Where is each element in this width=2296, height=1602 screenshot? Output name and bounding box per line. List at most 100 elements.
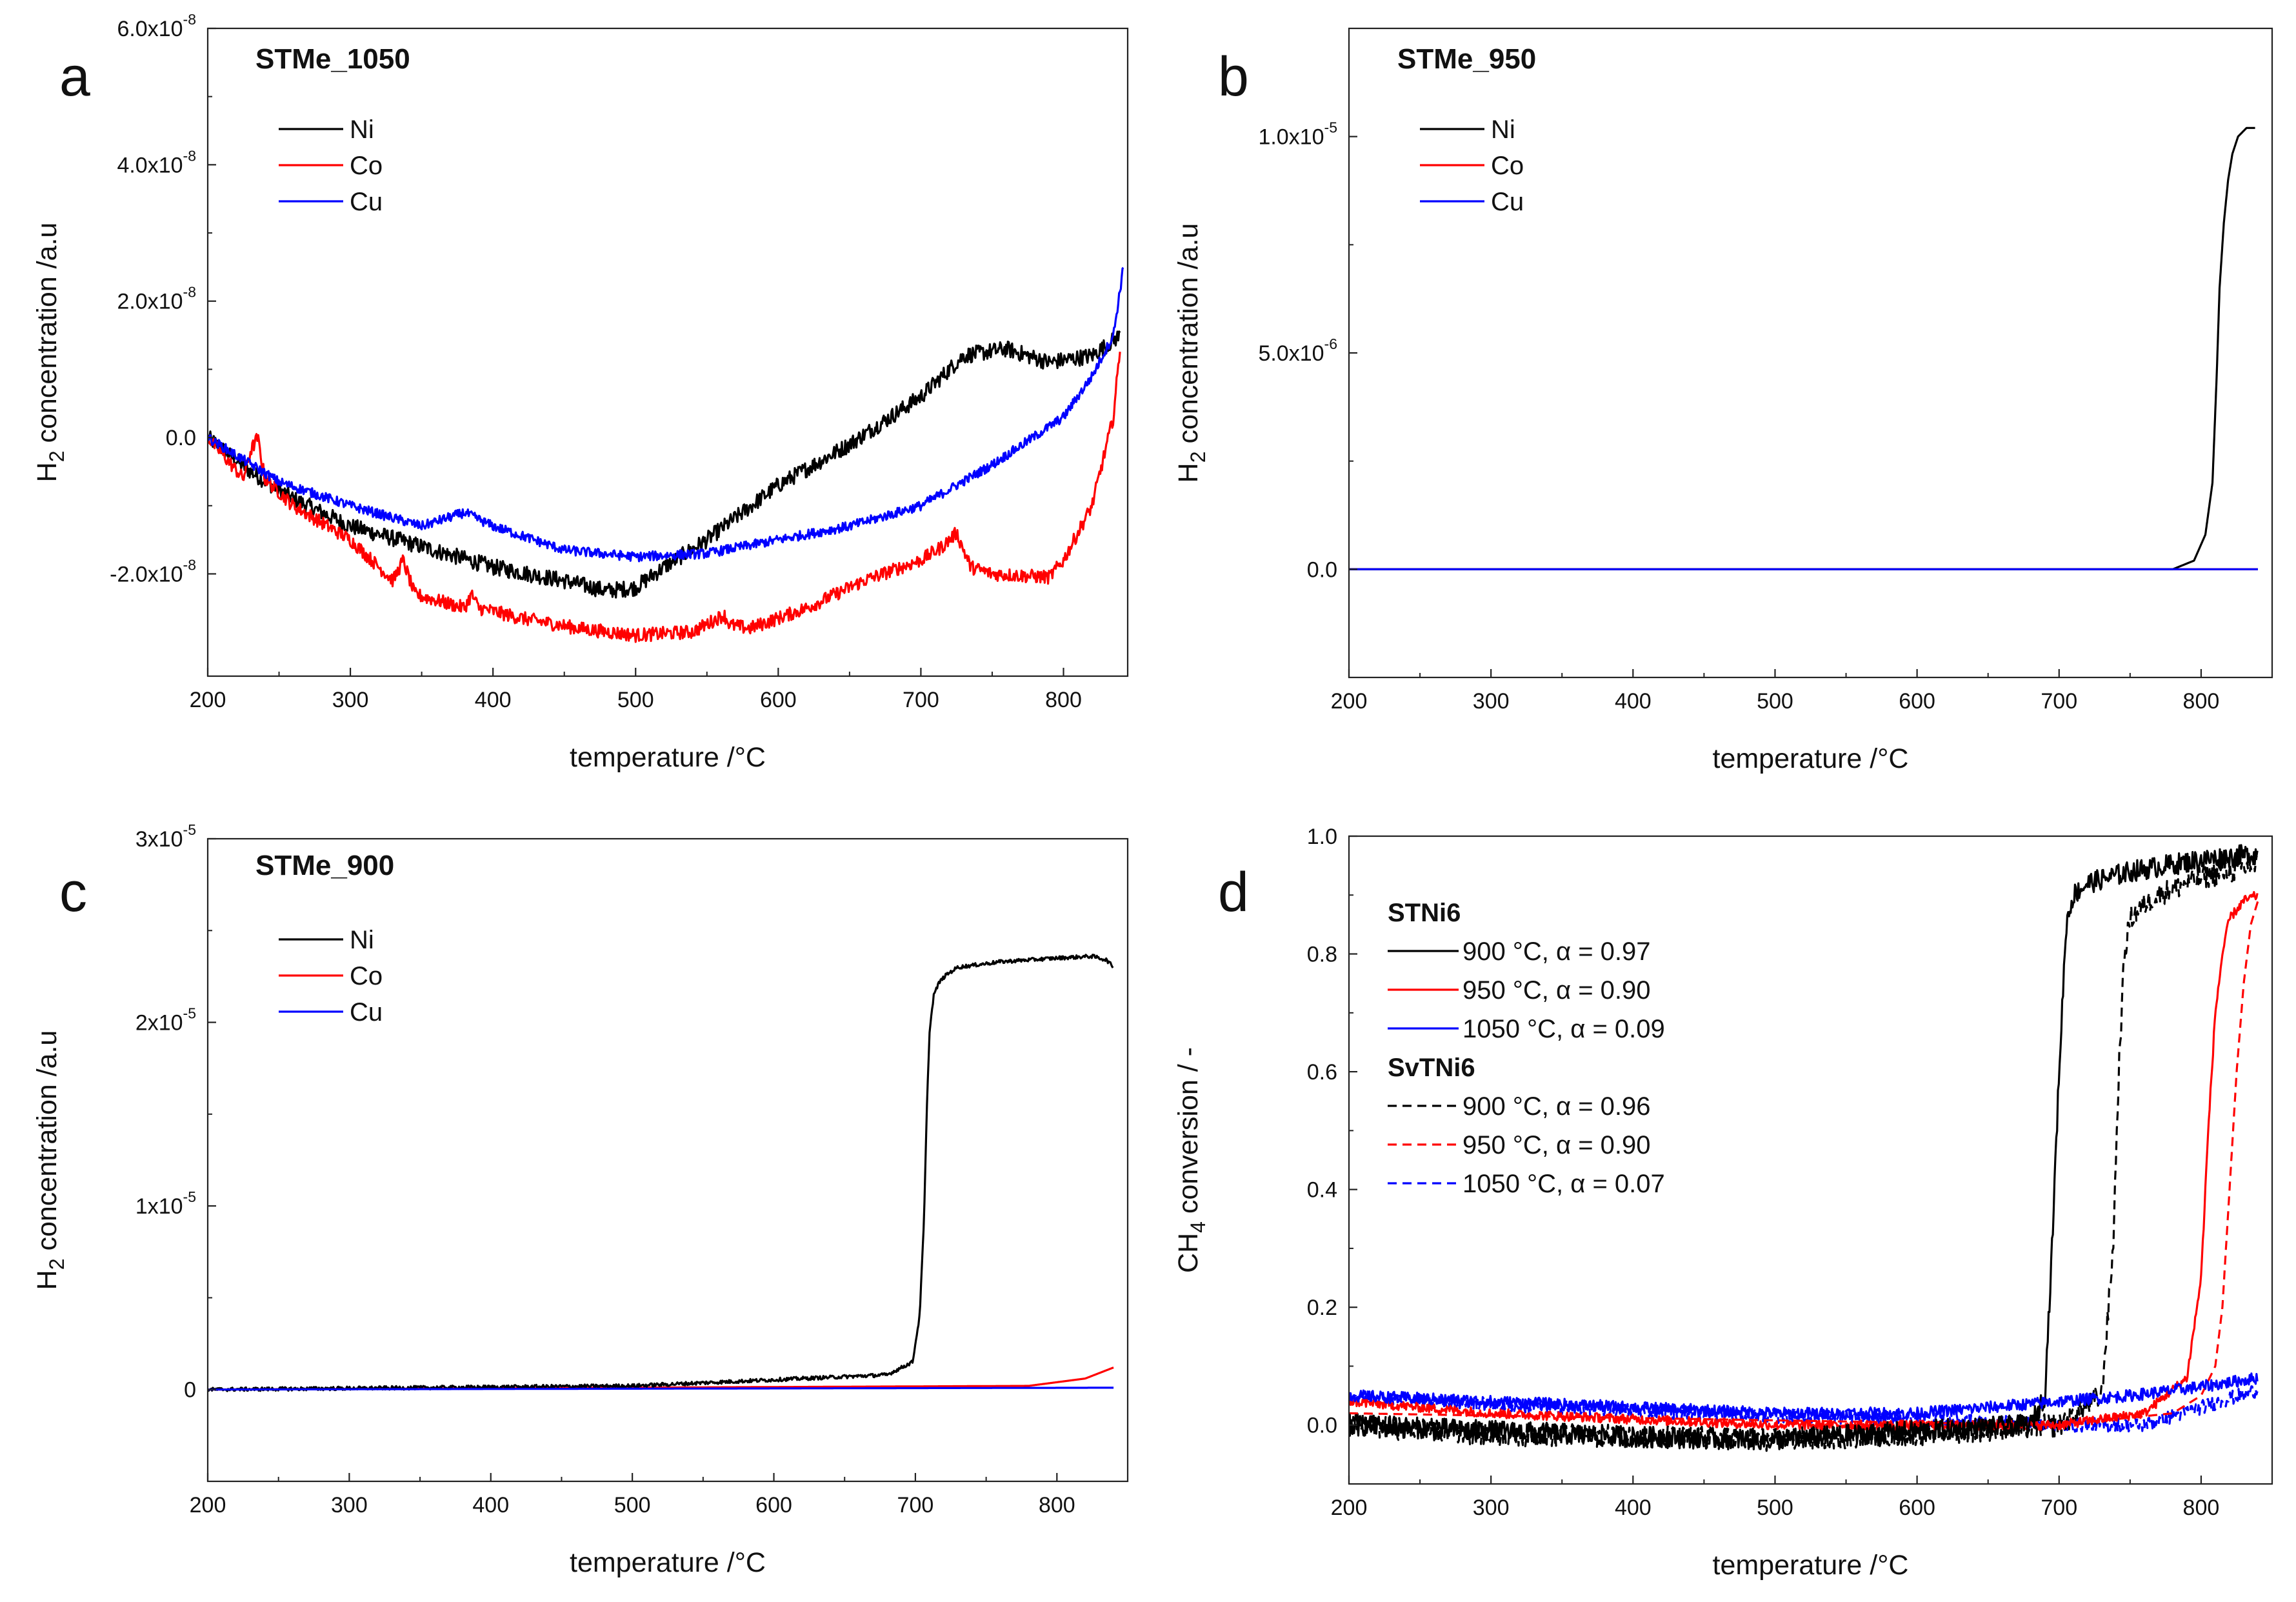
- series-line: [208, 330, 1121, 599]
- legend-label: 950 °C, α = 0.90: [1462, 1131, 1651, 1159]
- y-tick-label: -2.0x10-8: [110, 556, 196, 586]
- y-tick-label: 3x10-5: [135, 821, 196, 852]
- y-axis-label: H2 concentration /a.u: [32, 1030, 68, 1290]
- legend-heading: SvTNi6: [1388, 1054, 1475, 1082]
- series-line: [1349, 126, 2256, 570]
- legend-label: Ni: [350, 115, 374, 144]
- y-tick-label: 1.0x10-5: [1258, 119, 1337, 150]
- x-tick-label: 500: [617, 688, 654, 712]
- legend-label: 1050 °C, α = 0.07: [1462, 1170, 1665, 1198]
- x-tick-label: 700: [2041, 1496, 2077, 1520]
- y-tick-label: 4.0x10-8: [117, 147, 196, 177]
- plot-frame: [1348, 835, 2273, 1485]
- plot-frame: [1348, 27, 2273, 679]
- panel-letter: a: [59, 46, 90, 108]
- x-tick-label: 600: [1899, 1496, 1935, 1520]
- x-tick-label: 700: [903, 688, 939, 712]
- x-axis-label: temperature /°C: [1713, 743, 1909, 774]
- x-tick-label: 200: [190, 688, 226, 712]
- y-tick-label: 0.8: [1307, 943, 1337, 967]
- series-line: [1349, 856, 2258, 1452]
- x-tick-label: 800: [2183, 689, 2220, 714]
- legend-label: Cu: [350, 998, 383, 1026]
- plot-frame: [206, 837, 1129, 1483]
- series-line: [208, 352, 1121, 643]
- y-tick-label: 2x10-5: [135, 1005, 196, 1036]
- x-tick-label: 800: [1039, 1493, 1075, 1517]
- x-axis-label: temperature /°C: [570, 742, 766, 773]
- y-tick-label: 0.4: [1307, 1178, 1337, 1203]
- series-line: [1349, 844, 2259, 1450]
- x-tick-label: 200: [190, 1493, 226, 1517]
- legend-label: Co: [350, 152, 383, 180]
- y-tick-label: 2.0x10-8: [117, 284, 196, 314]
- y-tick-label: 1.0: [1307, 825, 1337, 849]
- chart-panel-d: 200 300 400 500 600 700 800 0.0 0.2 0.4 0.6 0.8 1.0 t…: [1173, 825, 2273, 1581]
- x-tick-label: 200: [1331, 689, 1368, 714]
- panel-title: STMe_900: [255, 850, 394, 881]
- chart-panel-b: 200 300 400 500 600 700 800 0.0 5.0x10-6 1.0x10-5…: [1173, 27, 2273, 774]
- x-tick-label: 600: [760, 688, 797, 712]
- y-tick-label: 0.0: [1307, 1414, 1337, 1438]
- series-line: [1349, 891, 2259, 1431]
- x-tick-label: 300: [1473, 1496, 1510, 1520]
- legend-label: 1050 °C, α = 0.09: [1462, 1015, 1665, 1043]
- series-line: [1349, 1372, 2259, 1421]
- panel-letter: b: [1218, 46, 1249, 108]
- y-tick-label: 0.6: [1307, 1060, 1337, 1085]
- legend-label: Co: [1491, 152, 1524, 180]
- legend-label: 950 °C, α = 0.90: [1462, 976, 1651, 1005]
- x-tick-label: 400: [472, 1493, 509, 1517]
- x-axis-label: temperature /°C: [1713, 1550, 1909, 1581]
- x-tick-label: 600: [755, 1493, 792, 1517]
- legend-label: Ni: [350, 926, 374, 954]
- legend-label: Cu: [350, 188, 383, 216]
- panel-letter: d: [1218, 861, 1249, 923]
- y-tick-label: 0.0: [1307, 557, 1337, 582]
- series-line: [1349, 1385, 2259, 1434]
- y-tick-label: 6.0x10-8: [117, 11, 196, 41]
- plot-area: [208, 266, 1124, 643]
- x-axis-label: temperature /°C: [570, 1547, 766, 1578]
- y-axis-label: CH4 conversion / -: [1173, 1047, 1210, 1273]
- x-tick-label: 600: [1899, 689, 1935, 714]
- x-tick-label: 500: [1757, 1496, 1793, 1520]
- x-tick-label: 400: [1615, 689, 1652, 714]
- panel-title: STMe_950: [1397, 43, 1536, 75]
- legend-label: 900 °C, α = 0.96: [1462, 1092, 1651, 1121]
- chart-panel-c: 200 300 400 500 600 700 800 0 1x10-5 2x10-5 3x10-5…: [32, 821, 1129, 1578]
- x-tick-label: 400: [1615, 1496, 1652, 1520]
- x-tick-label: 300: [332, 688, 369, 712]
- series-line: [208, 266, 1124, 563]
- x-tick-label: 200: [1331, 1496, 1368, 1520]
- x-tick-label: 500: [614, 1493, 651, 1517]
- x-tick-label: 500: [1757, 689, 1793, 714]
- x-tick-label: 300: [331, 1493, 368, 1517]
- plot-area: [1349, 844, 2259, 1452]
- series-line: [208, 1387, 1115, 1391]
- x-tick-label: 400: [475, 688, 512, 712]
- legend-label: 900 °C, α = 0.97: [1462, 937, 1651, 966]
- y-tick-label: 0.2: [1307, 1296, 1337, 1320]
- y-tick-label: 5.0x10-6: [1258, 335, 1337, 366]
- plot-area: [208, 954, 1115, 1392]
- y-tick-label: 0.0: [166, 426, 196, 450]
- x-tick-label: 700: [2041, 689, 2077, 714]
- series-line: [208, 954, 1114, 1392]
- x-tick-label: 800: [1045, 688, 1082, 712]
- legend-label: Ni: [1491, 115, 1515, 144]
- plot-area: [1349, 126, 2259, 570]
- x-tick-label: 700: [897, 1493, 934, 1517]
- panel-title: STMe_1050: [255, 43, 410, 75]
- y-tick-label: 1x10-5: [135, 1188, 196, 1219]
- y-axis-label: H2 concentration /a.u: [32, 223, 68, 483]
- x-tick-label: 800: [2183, 1496, 2220, 1520]
- chart-panel-a: 200 300 400 500 600 700 800 -2.0x10-8 0.0 2.0x10-…: [32, 11, 1129, 773]
- y-axis-label: H2 concentration /a.u: [1173, 223, 1210, 483]
- legend-label: Co: [350, 962, 383, 990]
- y-tick-label: 0: [184, 1378, 196, 1403]
- panel-letter: c: [59, 861, 87, 923]
- legend-heading: STNi6: [1388, 899, 1461, 927]
- x-tick-label: 300: [1473, 689, 1510, 714]
